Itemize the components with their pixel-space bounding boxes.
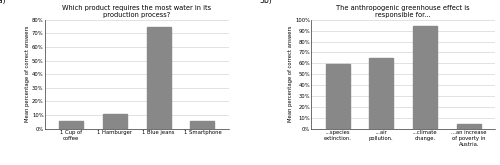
Bar bbox=[413, 26, 437, 129]
Y-axis label: Mean percentage of correct answers: Mean percentage of correct answers bbox=[25, 26, 30, 122]
Bar bbox=[326, 65, 349, 129]
Bar bbox=[456, 124, 481, 129]
Title: The anthropogenic greenhouse effect is
responsible for...: The anthropogenic greenhouse effect is r… bbox=[336, 5, 470, 18]
Bar bbox=[59, 120, 84, 129]
Title: Which product requires the most water in its
production process?: Which product requires the most water in… bbox=[62, 5, 212, 18]
Bar bbox=[190, 120, 214, 129]
Y-axis label: Mean percentage of correct answers: Mean percentage of correct answers bbox=[288, 26, 293, 122]
Text: 3a): 3a) bbox=[0, 0, 6, 5]
Bar bbox=[370, 58, 394, 129]
Bar bbox=[146, 27, 171, 129]
Bar bbox=[103, 114, 127, 129]
Text: 3b): 3b) bbox=[260, 0, 272, 5]
